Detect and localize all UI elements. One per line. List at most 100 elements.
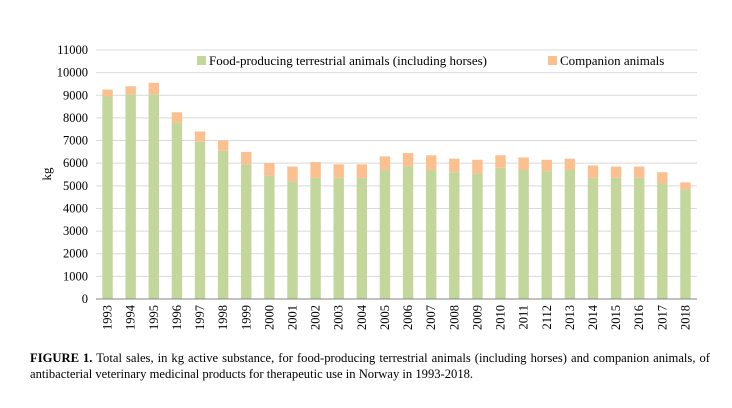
bar-food-producing <box>610 177 622 299</box>
y-tick-label: 4000 <box>63 201 88 215</box>
x-tick-label: 1993 <box>101 305 115 330</box>
x-tick-label: 2006 <box>401 305 415 330</box>
bar-food-producing <box>241 164 252 299</box>
legend: Food-producing terrestrial animals (incl… <box>197 53 664 68</box>
bar-food-producing <box>680 189 691 299</box>
bar-food-producing <box>587 177 599 299</box>
x-tick-label: 2009 <box>470 305 484 330</box>
stacked-bar-chart: 0 1000 2000 3000 4000 5000 6000 7000 8000 9000 100… <box>39 43 697 330</box>
bar-food-producing <box>287 181 298 299</box>
x-tick-label: 2003 <box>332 305 346 330</box>
figure-caption: FIGURE 1. Total sales, in kg active subs… <box>30 350 710 382</box>
bar-food-producing <box>425 169 437 299</box>
y-tick-label: 11000 <box>57 43 88 57</box>
bar-food-producing <box>495 167 506 299</box>
bar-companion <box>541 159 552 172</box>
x-tick-label: 2002 <box>309 305 323 330</box>
bar-companion <box>287 166 298 182</box>
x-tick-label: 1999 <box>239 305 253 330</box>
x-tick-label: 2015 <box>609 305 623 330</box>
bar-companion <box>310 162 321 178</box>
bar-companion <box>587 165 599 178</box>
x-tick-label: 1996 <box>170 305 184 330</box>
gridlines <box>96 49 697 277</box>
caption-label: FIGURE 1. <box>30 351 93 365</box>
y-tick-labels: 0 1000 2000 3000 4000 5000 6000 7000 8000 9000 100… <box>57 43 88 306</box>
x-tick-label: 2013 <box>563 305 577 330</box>
bar-food-producing <box>333 177 344 299</box>
x-tick-label: 2005 <box>378 305 392 330</box>
bar-companion <box>264 163 275 176</box>
y-axis-title: kg <box>39 167 54 181</box>
bar-companion <box>657 172 668 184</box>
bar-companion <box>194 131 206 142</box>
bar-food-producing <box>657 183 668 299</box>
bar-food-producing <box>148 94 159 300</box>
x-tick-label: 1998 <box>216 305 230 330</box>
bar-food-producing <box>518 169 529 299</box>
bar-food-producing <box>472 173 483 299</box>
x-tick-label: 2004 <box>355 304 369 330</box>
x-tick-label: 2017 <box>655 305 669 330</box>
caption-text: Total sales, in kg active substance, for… <box>30 351 710 381</box>
bar-food-producing <box>171 122 183 299</box>
bar-food-producing <box>194 141 206 299</box>
bar-companion <box>402 152 414 167</box>
bar-companion <box>241 151 252 165</box>
x-tick-label: 1994 <box>124 304 138 330</box>
x-tick-label: 2008 <box>447 305 461 330</box>
x-tick-label: 2018 <box>678 305 692 330</box>
bar-companion <box>333 164 344 178</box>
legend-swatch-companion <box>548 56 557 65</box>
bar-food-producing <box>264 175 275 299</box>
bar-food-producing <box>402 166 414 299</box>
bar-food-producing <box>449 172 460 299</box>
bar-food-producing <box>541 171 552 299</box>
bar-companion <box>379 156 391 170</box>
bar-food-producing <box>634 177 645 299</box>
bar-companion <box>634 166 645 178</box>
bar-companion <box>472 159 483 174</box>
bar-food-producing <box>125 94 136 300</box>
bar-companion <box>125 86 136 95</box>
x-tick-label: 2011 <box>517 305 531 330</box>
bar-companion <box>564 158 576 170</box>
x-tick-label: 2001 <box>285 305 299 330</box>
x-tick-label: 1995 <box>147 305 161 330</box>
bars <box>102 82 691 300</box>
bar-companion <box>495 155 506 168</box>
bar-companion <box>102 89 113 97</box>
bar-food-producing <box>310 177 321 299</box>
y-tick-label: 10000 <box>57 66 88 80</box>
bar-food-producing <box>564 169 576 299</box>
y-tick-label: 7000 <box>63 134 88 148</box>
bar-companion <box>680 182 691 190</box>
y-tick-label: 6000 <box>63 156 88 170</box>
bar-companion <box>518 157 529 170</box>
x-tick-label: 2016 <box>632 305 646 330</box>
y-tick-label: 3000 <box>63 224 88 238</box>
bar-companion <box>217 140 229 151</box>
bar-companion <box>449 158 460 173</box>
bar-companion <box>610 166 622 178</box>
bar-food-producing <box>356 177 368 299</box>
bar-food-producing <box>102 96 113 300</box>
y-tick-label: 9000 <box>63 88 88 102</box>
bar-food-producing <box>217 150 229 299</box>
y-tick-label: 5000 <box>63 179 88 193</box>
y-tick-label: 8000 <box>63 111 88 125</box>
legend-label-companion: Companion animals <box>560 53 664 68</box>
bar-food-producing <box>379 169 391 299</box>
y-tick-label: 0 <box>82 292 88 306</box>
x-tick-labels: 1993 1994 1995 1996 1997 1998 1999 2000 2001 2002… <box>101 304 693 330</box>
legend-label-food-producing: Food-producing terrestrial animals (incl… <box>209 53 487 68</box>
bar-companion <box>171 112 183 123</box>
y-tick-label: 2000 <box>63 247 88 261</box>
x-tick-label: 1997 <box>193 305 207 330</box>
y-tick-label: 1000 <box>63 269 88 283</box>
bar-companion <box>148 82 159 95</box>
x-tick-label: 2112 <box>540 305 554 330</box>
x-tick-label: 2007 <box>424 305 438 330</box>
x-tick-label: 2000 <box>262 305 276 330</box>
x-tick-label: 2010 <box>494 305 508 330</box>
